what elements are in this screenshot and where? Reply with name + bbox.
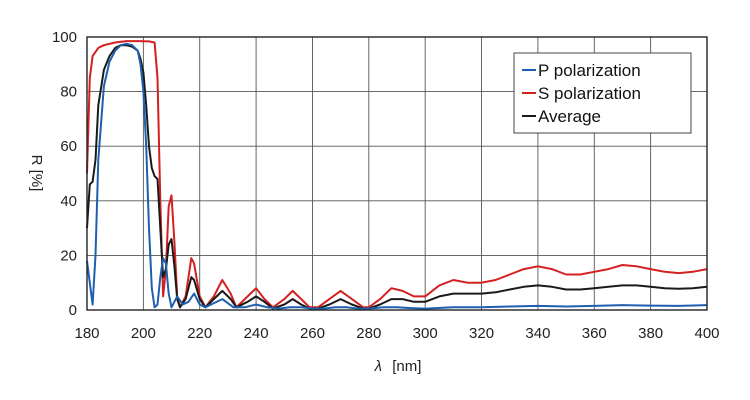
y-axis-label: R [%] xyxy=(28,155,45,192)
tick-label-layer: 180 200 220 240 260 280 300 320 340 360 380 400 0 20 4… xyxy=(52,29,720,342)
y-tick-label: 20 xyxy=(60,247,77,264)
x-axis-label: λ [nm] xyxy=(374,358,422,375)
y-tick-label: 40 xyxy=(60,193,77,210)
x-tick-label: 340 xyxy=(525,325,550,342)
x-axis-symbol: λ xyxy=(374,358,382,375)
x-tick-label: 300 xyxy=(413,325,438,342)
x-tick-label: 240 xyxy=(244,325,269,342)
y-tick-label: 60 xyxy=(60,138,77,155)
x-axis-unit: [nm] xyxy=(392,358,421,375)
legend-label: Average xyxy=(538,107,601,126)
legend-label: P polarization xyxy=(538,61,641,80)
x-tick-label: 200 xyxy=(131,325,156,342)
x-tick-label: 380 xyxy=(638,325,663,342)
series-line xyxy=(86,44,708,310)
plot-frame xyxy=(86,36,708,311)
series-line xyxy=(86,40,708,309)
legend-label: S polarization xyxy=(538,84,641,103)
y-tick-label: 80 xyxy=(60,84,77,101)
series-line xyxy=(86,42,708,310)
x-tick-label: 360 xyxy=(582,325,607,342)
y-tick-label: 100 xyxy=(52,29,77,46)
series-layer xyxy=(86,40,708,310)
x-tick-label: 400 xyxy=(694,325,719,342)
plot-frame-layer xyxy=(86,36,708,311)
x-tick-label: 180 xyxy=(74,325,99,342)
x-tick-label: 260 xyxy=(300,325,325,342)
x-tick-label: 320 xyxy=(469,325,494,342)
y-tick-label: 0 xyxy=(69,302,77,319)
x-tick-label: 280 xyxy=(356,325,381,342)
legend-box xyxy=(513,52,692,134)
x-tick-label: 220 xyxy=(187,325,212,342)
legend: P polarization S polarization Average xyxy=(513,52,692,134)
